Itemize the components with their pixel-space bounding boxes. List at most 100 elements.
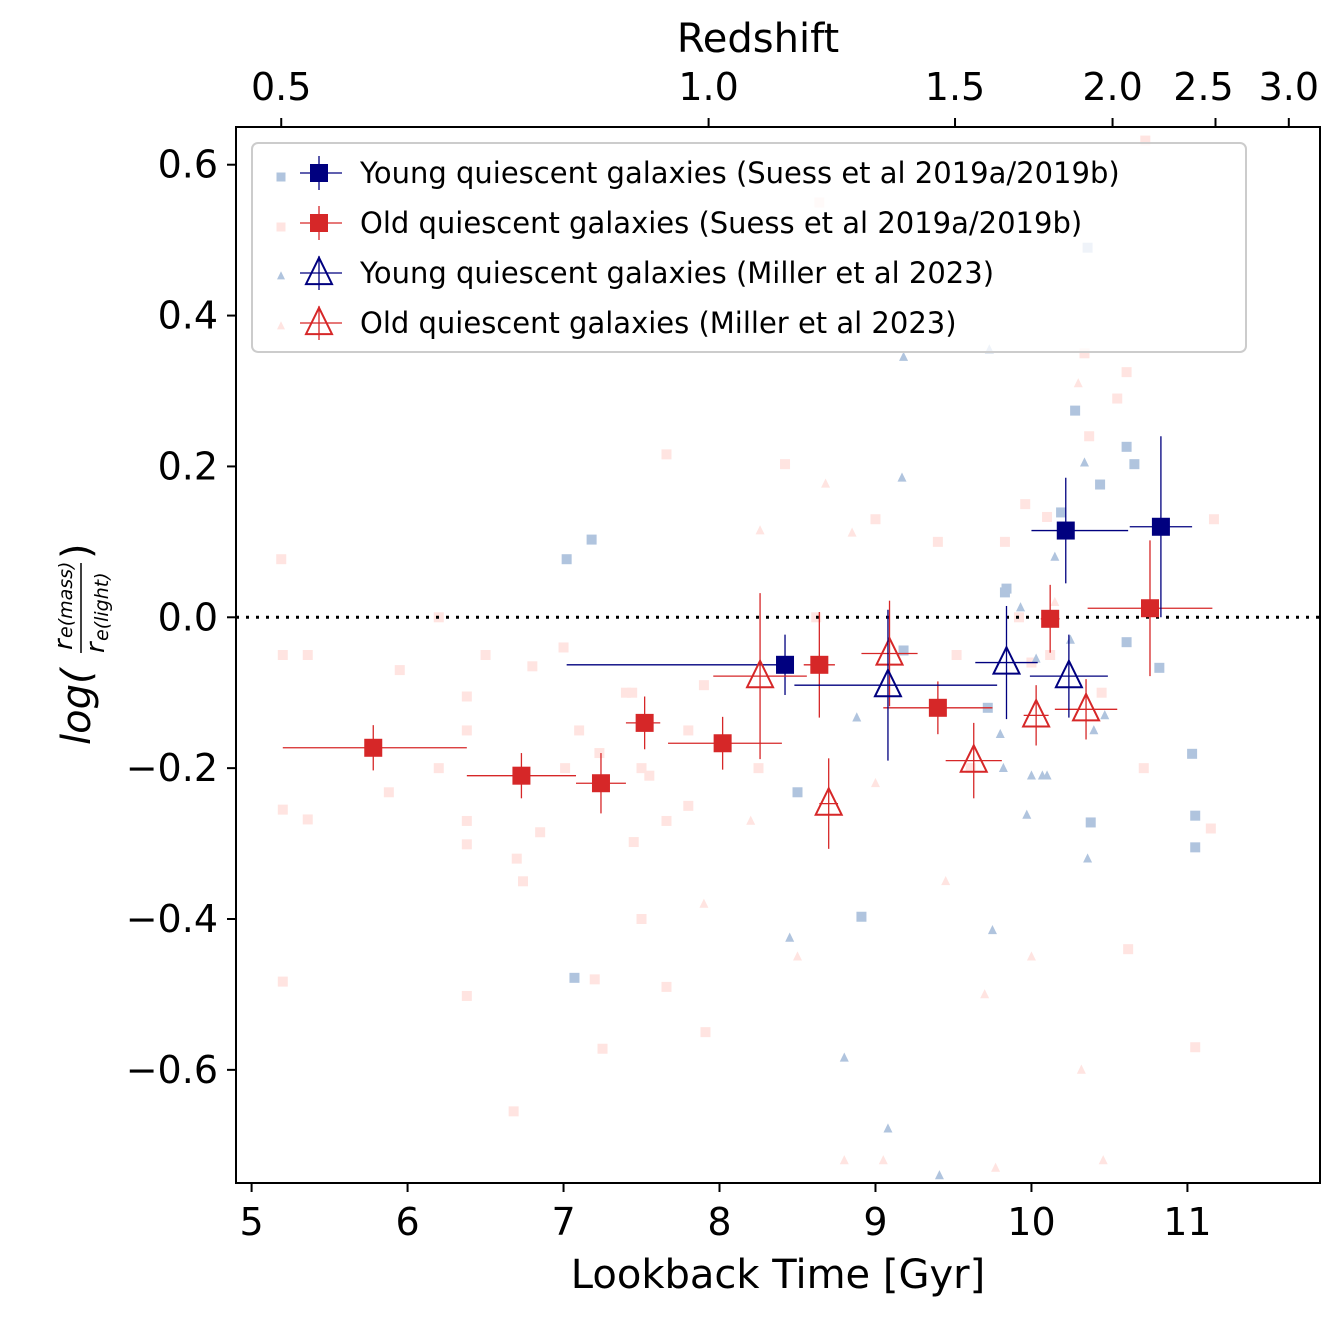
individual-square-point bbox=[636, 914, 647, 924]
individual-square-point bbox=[620, 687, 631, 698]
individual-triangle-point bbox=[1079, 457, 1089, 467]
individual-square-point bbox=[870, 514, 881, 525]
individual-square-point bbox=[383, 787, 394, 798]
individual-square-point bbox=[569, 972, 580, 983]
legend-entry: Old quiescent galaxies (Miller et al 202… bbox=[277, 305, 957, 340]
individual-square-point bbox=[1070, 405, 1081, 416]
binned-square-point bbox=[591, 774, 610, 793]
legend-entry: Young quiescent galaxies (Suess et al 20… bbox=[276, 156, 1120, 190]
individual-square-point bbox=[1208, 514, 1219, 525]
y-label-close: ) bbox=[54, 543, 100, 559]
y-label-den-sub: e(light) bbox=[91, 572, 113, 641]
y-tick-label: 0.6 bbox=[158, 143, 218, 187]
individual-triangle-point bbox=[852, 712, 862, 722]
individual-triangle-point bbox=[1016, 602, 1026, 612]
individual-square-point bbox=[1154, 662, 1165, 673]
binned-triangle-point bbox=[874, 635, 905, 666]
individual-triangle-point bbox=[991, 1162, 1001, 1172]
individual-square-point bbox=[698, 680, 709, 691]
legend-binned-marker bbox=[304, 305, 334, 336]
y-tick-label: −0.6 bbox=[126, 1048, 218, 1092]
individual-square-point bbox=[527, 661, 538, 672]
individual-square-point bbox=[932, 536, 943, 547]
individual-triangle-point bbox=[785, 932, 795, 942]
individual-square-point bbox=[627, 687, 638, 698]
individual-triangle-point bbox=[897, 472, 907, 482]
binned-square-point bbox=[810, 655, 829, 674]
individual-square-point bbox=[461, 725, 472, 736]
individual-square-point bbox=[1045, 650, 1056, 660]
individual-square-point bbox=[683, 800, 694, 811]
binned-triangle-point bbox=[745, 658, 775, 689]
individual-square-point bbox=[1079, 348, 1090, 359]
individual-square-point bbox=[1042, 511, 1053, 522]
legend-binned-marker bbox=[304, 255, 334, 286]
individual-square-point bbox=[1187, 748, 1198, 759]
individual-square-point bbox=[1190, 810, 1201, 821]
individual-square-point bbox=[999, 536, 1010, 547]
binned-square-point bbox=[776, 655, 795, 674]
x-tick-label: 9 bbox=[863, 1200, 887, 1244]
legend-entry: Old quiescent galaxies (Suess et al 2019… bbox=[276, 206, 1082, 240]
y-label-log: log( bbox=[54, 666, 100, 745]
individual-square-point bbox=[597, 1043, 608, 1054]
x-axis-ticks: 5 6 7 8 9 10 11 bbox=[240, 1183, 1212, 1244]
individual-square-point bbox=[302, 814, 313, 825]
individual-square-point bbox=[780, 459, 791, 470]
top-axis-ticks: 0.5 1.0 1.5 2.0 2.5 3.0 bbox=[251, 65, 1319, 127]
individual-square-point bbox=[1096, 687, 1107, 698]
individual-square-point bbox=[508, 1106, 519, 1117]
individual-triangle-point bbox=[878, 1155, 888, 1165]
individual-square-point bbox=[1020, 499, 1031, 510]
legend-binned-marker bbox=[310, 164, 328, 182]
individual-square-point bbox=[461, 815, 472, 826]
individual-triangle-point bbox=[870, 777, 880, 788]
individual-triangle-point bbox=[995, 728, 1005, 739]
individual-triangle-point bbox=[746, 815, 756, 825]
individual-triangle-point bbox=[1026, 770, 1036, 780]
individual-square-point bbox=[277, 650, 288, 660]
individual-square-point bbox=[586, 534, 597, 545]
legend-entry: Young quiescent galaxies (Miller et al 2… bbox=[277, 255, 994, 290]
individual-square-point bbox=[511, 853, 522, 864]
individual-triangle-point bbox=[1050, 596, 1060, 607]
individual-square-point bbox=[1056, 507, 1067, 518]
individual-square-point bbox=[792, 787, 803, 798]
y-tick-label: 0.2 bbox=[158, 444, 218, 488]
y-label-num-sub: e(mass) bbox=[55, 562, 77, 638]
binned-square-point bbox=[713, 734, 732, 753]
legend-label: Old quiescent galaxies (Miller et al 202… bbox=[360, 306, 957, 340]
individual-square-point bbox=[1190, 842, 1201, 853]
individual-square-point bbox=[898, 645, 909, 656]
individual-triangle-point bbox=[1076, 1064, 1086, 1074]
y-label-num: r bbox=[49, 637, 79, 650]
individual-triangle-point bbox=[1089, 725, 1099, 735]
individual-triangle-point bbox=[1050, 551, 1060, 561]
plot-frame bbox=[235, 126, 1321, 1184]
binned-points-layer bbox=[282, 436, 1213, 849]
individual-square-point bbox=[1138, 763, 1149, 774]
top-axis-label: Redshift bbox=[677, 16, 839, 62]
individual-square-point bbox=[951, 650, 962, 660]
individual-triangle-point bbox=[1026, 951, 1036, 961]
binned-triangle-point bbox=[873, 667, 903, 698]
individual-square-point bbox=[277, 976, 288, 987]
y-tick-label: −0.2 bbox=[126, 746, 218, 790]
legend-binned-marker bbox=[310, 214, 328, 232]
individual-triangle-point bbox=[847, 527, 857, 537]
individual-triangle-point bbox=[899, 351, 909, 361]
individual-square-point bbox=[700, 1027, 711, 1038]
individual-square-point bbox=[461, 990, 472, 1001]
binned-square-point bbox=[512, 766, 531, 785]
binned-triangle-point bbox=[991, 644, 1022, 675]
individual-triangle-point bbox=[755, 525, 765, 535]
individual-square-point bbox=[1121, 367, 1132, 378]
individual-triangle-point bbox=[1073, 378, 1083, 388]
legend: Young quiescent galaxies (Suess et al 20… bbox=[251, 142, 1247, 353]
individual-triangle-point bbox=[839, 1052, 849, 1062]
individual-triangle-point bbox=[1083, 853, 1093, 863]
top-tick-label: 1.5 bbox=[925, 65, 985, 109]
top-tick-label: 2.0 bbox=[1082, 65, 1142, 109]
binned-square-point bbox=[1056, 521, 1075, 540]
top-tick-label: 0.5 bbox=[251, 65, 311, 109]
